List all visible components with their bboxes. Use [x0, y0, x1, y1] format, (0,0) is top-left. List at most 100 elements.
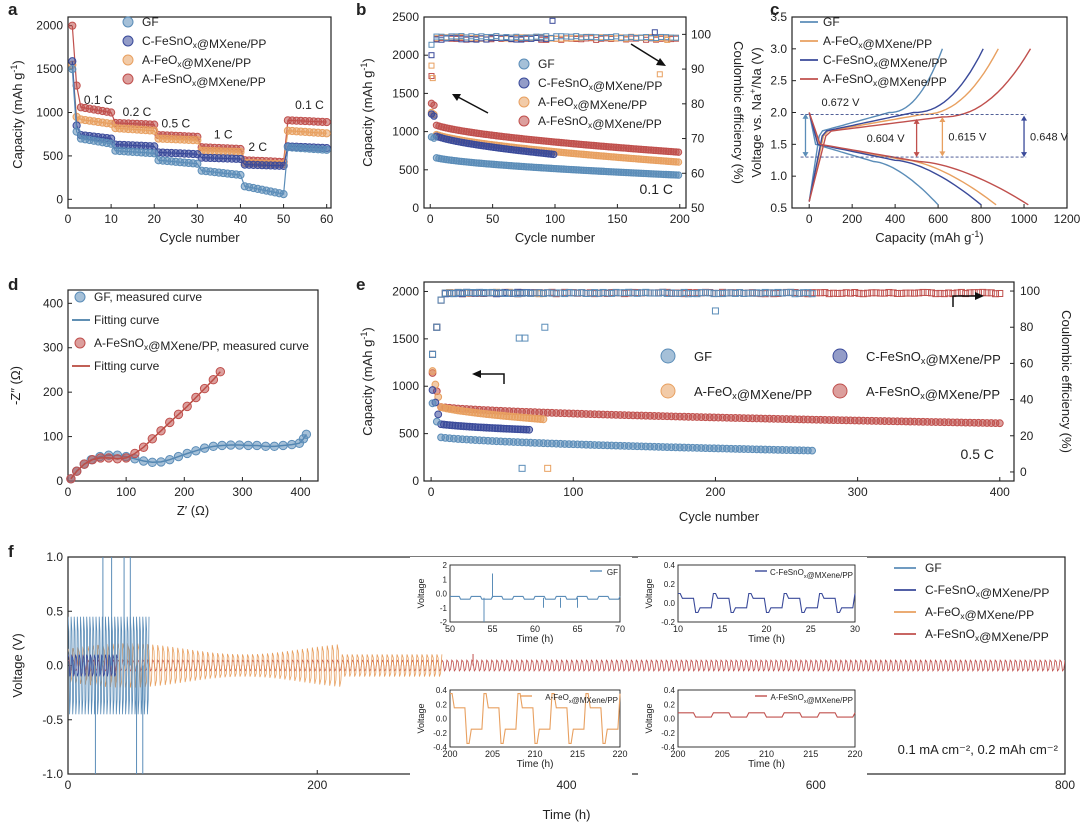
ce-point — [893, 290, 901, 298]
ce-point — [437, 296, 445, 304]
data-point — [165, 454, 175, 465]
ce-point — [983, 289, 991, 297]
ce-point — [804, 289, 812, 297]
ce-point — [650, 289, 658, 297]
y-tick-label: 0 — [412, 201, 419, 215]
y-tick-label: 400 — [43, 296, 63, 310]
y2-tick-label: 80 — [1020, 320, 1034, 334]
text-span: A-FeSnO — [142, 72, 192, 86]
y-tick-label: 3.5 — [770, 10, 787, 24]
voltage-trace — [68, 616, 150, 715]
x-tick-label: 0 — [806, 212, 813, 226]
text-span: A-FeO — [538, 95, 573, 109]
ce-point — [881, 289, 889, 297]
x-tick-label: 30 — [191, 212, 205, 226]
panel-letter: c — [770, 0, 779, 19]
x-tick-label: 50 — [277, 212, 291, 226]
data-point — [252, 440, 262, 451]
data-point — [808, 446, 817, 455]
legend-marker — [518, 77, 530, 89]
ce-point — [910, 289, 918, 297]
ce-point — [783, 289, 791, 297]
x-axis-label: Cycle number — [159, 230, 240, 245]
ce-point — [497, 289, 505, 297]
text-span: x — [177, 59, 182, 69]
text-span: C-FeSnO — [538, 76, 589, 90]
x-tick-label: 60 — [320, 212, 334, 226]
data-point — [208, 375, 219, 385]
x-tick-label: 1000 — [1011, 212, 1038, 226]
text-span: C-FeSnO — [770, 568, 804, 577]
inset-background — [410, 557, 632, 654]
ce-point — [902, 289, 910, 297]
ce-point — [697, 289, 705, 297]
x-tick-label: 150 — [607, 212, 627, 226]
y2-tick-label: 50 — [691, 201, 705, 215]
text-span: x — [858, 40, 863, 50]
ce-point — [428, 41, 435, 48]
inset-x-label: Time (h) — [748, 759, 785, 770]
x-tick-label: 0 — [65, 485, 72, 499]
x-tick-label: 800 — [971, 212, 991, 226]
ce-point — [838, 289, 846, 297]
x-axis-label: Cycle number — [679, 509, 760, 524]
ce-point — [429, 350, 437, 358]
ce-point — [940, 290, 948, 298]
legend-label: C-FeSnOx@MXene/PP — [925, 583, 1049, 600]
x-axis-label: Z′ (Ω) — [177, 503, 209, 518]
ce-point — [548, 289, 556, 297]
ce-point — [765, 289, 773, 297]
panel-a: 0 10 20 30 40 50 60 0 500 1000 1500 2000 Capacity (m… — [9, 15, 334, 245]
x-tick-label: 50 — [486, 212, 500, 226]
x-tick-label: 100 — [545, 212, 565, 226]
text-span: x — [804, 699, 807, 705]
inset-background — [638, 682, 867, 779]
arrowhead — [802, 113, 809, 119]
gap-label: 0.615 V — [948, 132, 987, 144]
rate-label: 1 C — [214, 128, 233, 142]
text-span: x — [573, 101, 578, 111]
ce-point — [437, 296, 445, 304]
data-point — [173, 451, 184, 462]
data-point — [287, 439, 297, 450]
ce-point — [651, 29, 658, 36]
data-point — [674, 158, 683, 166]
ce-point — [510, 289, 518, 297]
ce-point — [428, 62, 435, 69]
arrowhead — [472, 370, 481, 378]
text-span: x — [976, 589, 981, 599]
legend-label: C-FeSnOx@MXene/PP — [142, 34, 266, 51]
data-point — [279, 190, 288, 199]
ce-point — [475, 289, 483, 297]
gap-label: 0.604 V — [867, 133, 906, 145]
y-tick-label: 500 — [43, 149, 63, 163]
ce-point — [583, 33, 590, 40]
text-span: A-FeSnO — [538, 114, 588, 128]
legend-marker — [518, 96, 530, 108]
legend-label: C-FeSnOx@MXene/PP — [823, 53, 947, 70]
inset-x-tick-label: 50 — [445, 624, 455, 634]
inset-frame — [449, 564, 621, 623]
inset-x-tick-label: 200 — [670, 749, 685, 759]
y-tick-label: 0.0 — [46, 659, 63, 673]
ce-point — [446, 289, 454, 297]
x-axis-label: Capacity (mAh g-1) — [875, 229, 984, 245]
panel-letter: e — [356, 275, 365, 294]
text-span: @MXene/PP — [737, 387, 812, 402]
text-span: @MXene/PP — [572, 696, 618, 705]
inset-AFe: 200 205 210 215 220 -0.4 -0.2 0.0 0.2 0.4 Time (h)… — [410, 682, 632, 779]
ce-point — [667, 289, 675, 297]
x-tick-label: 200 — [842, 212, 862, 226]
legend-label: A-FeOx@MXene/PP — [142, 53, 251, 70]
ce-point — [518, 289, 526, 297]
inset-y-tick-label: 0.4 — [664, 561, 676, 570]
text-span: x — [960, 611, 965, 621]
arrowhead — [913, 152, 920, 158]
data-point — [430, 112, 438, 120]
ce-point — [518, 464, 526, 472]
x-tick-label: 400 — [885, 212, 905, 226]
text-span: @MXene/PP — [925, 352, 1000, 367]
ce-point — [463, 288, 471, 296]
inset-frame — [677, 689, 856, 748]
ce-point — [531, 289, 539, 297]
